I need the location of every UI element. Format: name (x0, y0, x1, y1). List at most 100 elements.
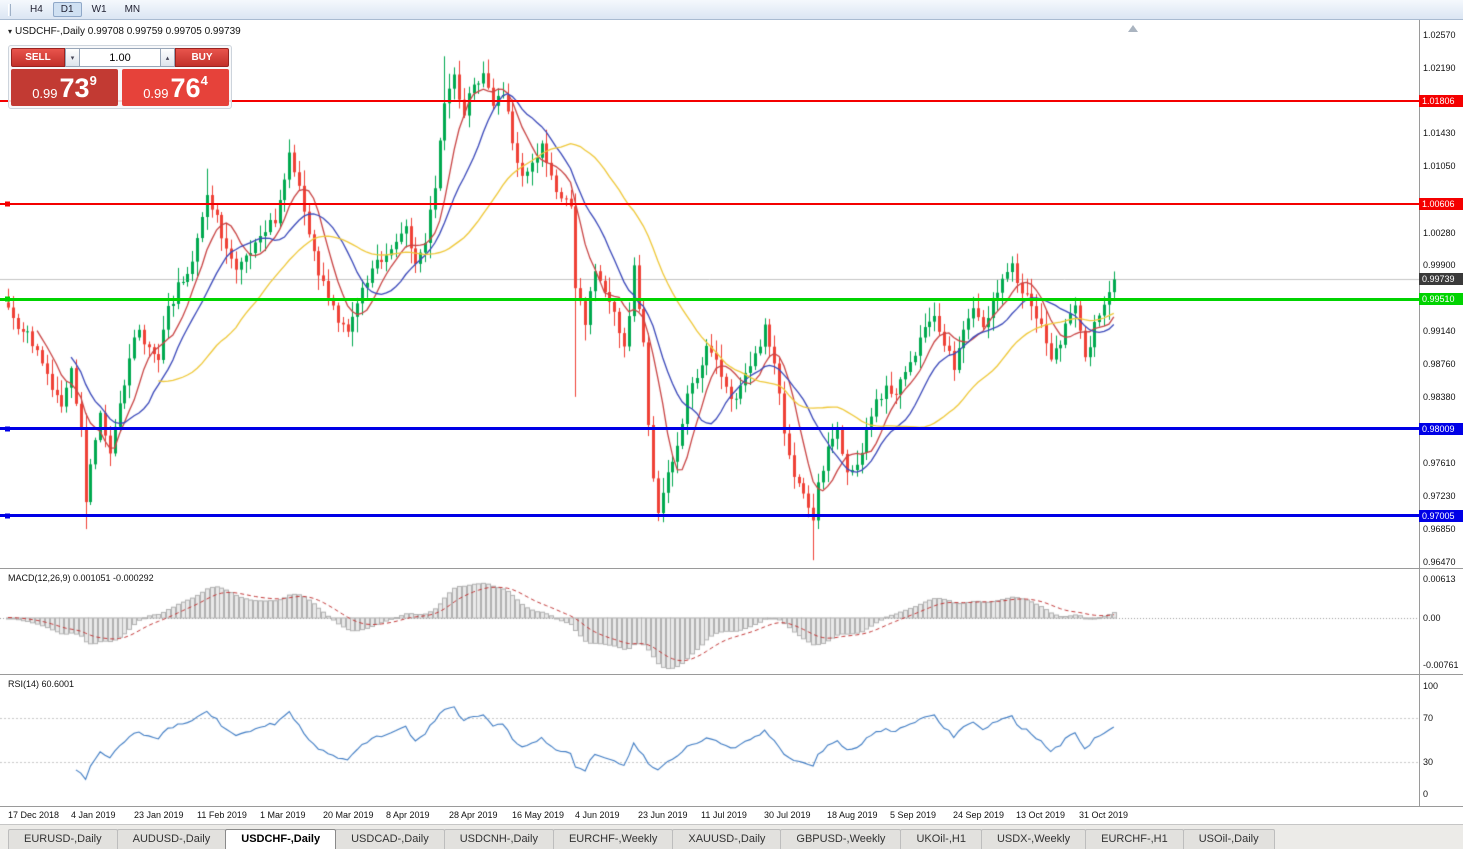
date-axis-label: 16 May 2019 (512, 810, 565, 820)
level-price-label: 1.01806 (1419, 94, 1463, 107)
date-axis-label: 28 Apr 2019 (449, 810, 498, 820)
chart-tab-ukoil-h1[interactable]: UKOil-,H1 (900, 829, 982, 849)
date-axis-label: 31 Oct 2019 (1079, 810, 1129, 820)
date-axis: 17 Dec 2018 4 Jan 2019 23 Jan 2019 11 Feb 2… (0, 806, 1463, 824)
horizontal-level-line[interactable] (0, 99, 1419, 102)
price-axis-tick: 0.99140 (1423, 326, 1456, 337)
timeframe-button-d1[interactable]: D1 (52, 2, 82, 17)
date-axis-label: 4 Jun 2019 (575, 810, 620, 820)
date-axis-label: 18 Aug 2019 (827, 810, 878, 820)
rsi-label: RSI(14) 60.6001 (8, 679, 75, 689)
level-line-handle[interactable] (5, 201, 10, 207)
chart-tab-bar: EURUSD-,Daily AUDUSD-,Daily USDCHF-,Daily U… (0, 824, 1463, 849)
chart-tab-usdx-weekly[interactable]: USDX-,Weekly (980, 829, 1087, 849)
buy-price-big: 76 (170, 72, 201, 103)
sell-button[interactable]: SELL (11, 48, 65, 67)
volume-decrease-button[interactable]: ▾ (65, 48, 80, 67)
price-axis-tick: 0.96850 (1423, 524, 1456, 535)
chart-tab-usdcnh-daily[interactable]: USDCNH-,Daily (443, 829, 554, 849)
sell-price-pip: 9 (89, 73, 97, 88)
horizontal-level-line[interactable] (0, 296, 1419, 302)
date-axis-label: 13 Oct 2019 (1016, 810, 1066, 820)
macd-canvas (0, 570, 1419, 675)
chart-tab-usdchf-daily[interactable]: USDCHF-,Daily (225, 829, 337, 849)
horizontal-level-line[interactable] (0, 513, 1419, 519)
macd-axis-tick: 0.00613 (1423, 574, 1456, 585)
timeframe-toolbar: H4 D1 W1 MN (0, 0, 1463, 20)
price-axis-tick: 1.02570 (1423, 29, 1456, 40)
buy-price-pip: 4 (200, 73, 208, 88)
horizontal-level-line[interactable] (0, 426, 1419, 432)
date-axis-label: 23 Jun 2019 (638, 810, 688, 820)
rsi-axis: 100 70 30 0 (1419, 675, 1463, 806)
collapse-icon[interactable]: ▾ (8, 27, 13, 36)
chart-tab-eurchf-h1[interactable]: EURCHF-,H1 (1085, 829, 1184, 849)
volume-input[interactable] (80, 48, 160, 67)
chart-tab-gbpusd-weekly[interactable]: GBPUSD-,Weekly (780, 829, 902, 849)
rsi-pane: RSI(14) 60.6001 100 70 30 0 (0, 674, 1463, 807)
date-axis-label: 20 Mar 2019 (323, 810, 374, 820)
buy-price-base: 0.99 (143, 86, 169, 101)
horizontal-level-line[interactable] (0, 201, 1419, 207)
price-axis-tick: 1.02190 (1423, 62, 1456, 73)
rsi-canvas (0, 676, 1419, 807)
price-pane: 1.02570 1.02190 1.01430 1.01050 1.00280 0.999… (0, 20, 1463, 568)
rsi-axis-tick: 0 (1423, 789, 1429, 799)
level-price-label: 0.99510 (1419, 293, 1463, 306)
chart-shift-marker-icon (1128, 25, 1138, 32)
toolbar-grip[interactable] (8, 3, 11, 16)
price-axis-tick: 0.97610 (1423, 458, 1456, 469)
level-price-label: 0.97005 (1419, 509, 1463, 522)
price-axis-tick: 0.97230 (1423, 491, 1456, 502)
price-chart-canvas[interactable] (0, 20, 1419, 568)
macd-label: MACD(12,26,9) 0.001051 -0.000292 (8, 573, 154, 583)
level-line-handle[interactable] (5, 426, 10, 432)
date-axis-label: 4 Jan 2019 (71, 810, 116, 820)
chevron-up-icon: ▴ (165, 54, 170, 62)
rsi-axis-tick: 70 (1423, 713, 1434, 724)
date-axis-label: 24 Sep 2019 (953, 810, 1005, 820)
macd-axis: 0.00613 0.00 -0.00761 (1419, 569, 1463, 674)
price-axis-tick: 1.01430 (1423, 128, 1456, 139)
price-axis-tick: 0.98380 (1423, 391, 1456, 402)
level-price-label: 1.00606 (1419, 198, 1463, 211)
sell-quote[interactable]: 0.99 73 9 (11, 69, 118, 106)
buy-quote[interactable]: 0.99 76 4 (122, 69, 229, 106)
timeframe-button-mn[interactable]: MN (124, 4, 141, 15)
sell-price-base: 0.99 (32, 86, 58, 101)
date-axis-label: 30 Jul 2019 (764, 810, 811, 820)
date-axis-label: 5 Sep 2019 (890, 810, 937, 820)
price-axis-tick: 0.99900 (1423, 260, 1456, 271)
chart-tab-eurusd-daily[interactable]: EURUSD-,Daily (8, 829, 118, 849)
price-axis-tick: 0.98760 (1423, 359, 1456, 369)
level-line-handle[interactable] (5, 513, 10, 519)
sell-price-big: 73 (59, 72, 90, 103)
price-axis-tick: 1.00280 (1423, 227, 1456, 238)
rsi-axis-tick: 100 (1423, 681, 1439, 691)
chart-tab-audusd-daily[interactable]: AUDUSD-,Daily (116, 829, 227, 849)
timeframe-button-h4[interactable]: H4 (30, 4, 43, 15)
date-axis-label: 17 Dec 2018 (8, 810, 60, 820)
chart-window: 1.02570 1.02190 1.01430 1.01050 1.00280 0.999… (0, 20, 1463, 824)
current-price-label: 0.99739 (1419, 273, 1463, 286)
macd-axis-tick: 0.00 (1423, 612, 1441, 623)
one-click-trading-panel: SELL ▾ ▴ BUY 0.99 73 9 0.99 76 4 (8, 45, 232, 109)
date-axis-label: 11 Jul 2019 (701, 810, 747, 820)
chart-tab-usoil-daily[interactable]: USOil-,Daily (1182, 829, 1275, 849)
rsi-axis-tick: 30 (1423, 756, 1434, 767)
date-axis-label: 11 Feb 2019 (197, 810, 247, 820)
macd-axis-tick: -0.00761 (1423, 660, 1459, 671)
chart-tab-usdcad-daily[interactable]: USDCAD-,Daily (335, 829, 445, 849)
chart-tab-eurchf-weekly[interactable]: EURCHF-,Weekly (552, 829, 674, 849)
chart-tab-xauusd-daily[interactable]: XAUUSD-,Daily (672, 829, 782, 849)
chart-title-text: USDCHF-,Daily 0.99708 0.99759 0.99705 0.… (15, 26, 241, 37)
macd-pane: MACD(12,26,9) 0.001051 -0.000292 0.00613… (0, 568, 1463, 675)
timeframe-button-w1[interactable]: W1 (91, 4, 107, 15)
date-axis-label: 23 Jan 2019 (134, 810, 184, 820)
price-axis-tick: 0.96470 (1423, 556, 1456, 567)
volume-increase-button[interactable]: ▴ (160, 48, 175, 67)
buy-button[interactable]: BUY (175, 48, 229, 67)
level-line-handle[interactable] (5, 296, 10, 302)
price-axis-tick: 1.01050 (1423, 161, 1456, 172)
